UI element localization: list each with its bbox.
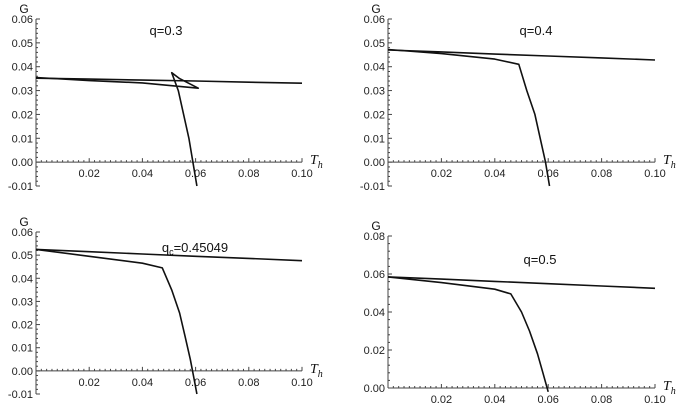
x-tick-label: 0.08 (238, 168, 259, 180)
x-tick-label: 0.02 (431, 394, 452, 405)
series-line-1 (387, 276, 656, 290)
series-line-2 (35, 71, 200, 187)
y-tick-label: 0.08 (364, 231, 385, 243)
y-tick-label: 0.02 (364, 109, 385, 121)
y-tick-label: 0.02 (12, 320, 33, 332)
series-line-1 (35, 77, 303, 84)
series-line-2 (387, 276, 549, 393)
y-axis-label: G (371, 2, 380, 16)
x-tick-label: 0.08 (591, 168, 612, 180)
x-tick-label: 0.02 (78, 377, 99, 389)
y-axis-label: G (19, 2, 28, 16)
y-axis-label: G (19, 215, 28, 229)
x-tick-label: 0.10 (291, 377, 312, 389)
y-tick-label: -0.01 (360, 181, 385, 193)
x-tick-label: 0.04 (132, 377, 153, 389)
y-tick-label: 0.06 (364, 269, 385, 281)
y-tick-label: 0.06 (12, 227, 33, 239)
series-line-2 (35, 248, 198, 395)
y-tick-label: 0.04 (12, 273, 33, 285)
y-tick-label: 0.06 (12, 14, 33, 26)
series-line-1 (387, 49, 656, 61)
y-tick-label: 0.05 (12, 38, 33, 50)
y-tick-label: 0.02 (12, 109, 33, 121)
y-tick-label: 0.00 (12, 157, 33, 169)
y-tick-label: 0.05 (364, 38, 385, 50)
x-tick-label: 0.04 (484, 394, 505, 405)
y-axis-label: G (371, 219, 380, 233)
y-tick-label: 0.00 (364, 157, 385, 169)
y-tick-label: 0.03 (12, 86, 33, 98)
y-tick-label: 0.02 (364, 345, 385, 357)
y-tick-label: 0.00 (364, 383, 385, 395)
q-annotation: q=0.5 (524, 252, 557, 267)
q-annotation: q=0.4 (520, 23, 553, 38)
x-tick-label: 0.10 (291, 168, 312, 180)
x-tick-label: 0.08 (238, 377, 259, 389)
panel-q-c-0-45049: -0.01 0.00 0.01 0.02 0.03 0.04 0.05 0.06 0.02 0.0… (8, 215, 323, 401)
x-tick-label: 0.02 (431, 168, 452, 180)
panel-q-0-5: 0.00 0.02 0.04 0.06 0.08 0.02 0.04 0.06 0.08 0.10… (364, 219, 676, 405)
x-tick-label: 0.04 (484, 168, 505, 180)
x-tick-label: 0.10 (644, 394, 665, 405)
y-tick-label: 0.00 (12, 366, 33, 378)
y-tick-label: 0.04 (364, 62, 385, 74)
q-annotation: qc=0.45049 (162, 240, 228, 257)
y-tick-label: 0.01 (364, 133, 385, 145)
q-annotation: q=0.3 (150, 23, 183, 38)
x-tick-label: 0.10 (644, 168, 665, 180)
y-tick-label: 0.01 (12, 343, 33, 355)
panel-q-0-3: -0.01 0.00 0.01 0.02 0.03 0.04 0.05 0.06 0.02 0.0… (8, 2, 323, 193)
y-tick-label: -0.01 (8, 389, 33, 401)
x-tick-label: 0.06 (537, 394, 558, 405)
y-tick-label: 0.01 (12, 133, 33, 145)
y-tick-label: 0.04 (364, 307, 385, 319)
series-line-1 (35, 248, 303, 262)
y-tick-label: 0.03 (364, 86, 385, 98)
x-tick-label: 0.08 (591, 394, 612, 405)
y-tick-label: 0.05 (12, 250, 33, 262)
x-tick-label: 0.04 (132, 168, 153, 180)
y-tick-label: 0.03 (12, 296, 33, 308)
y-tick-label: 0.04 (12, 62, 33, 74)
panel-q-0-4: -0.01 0.00 0.01 0.02 0.03 0.04 0.05 0.06 0.02 0.0… (360, 2, 676, 193)
y-tick-label: -0.01 (8, 181, 33, 193)
y-tick-label: 0.06 (364, 14, 385, 26)
series-line-2 (387, 48, 551, 187)
x-tick-label: 0.02 (78, 168, 99, 180)
